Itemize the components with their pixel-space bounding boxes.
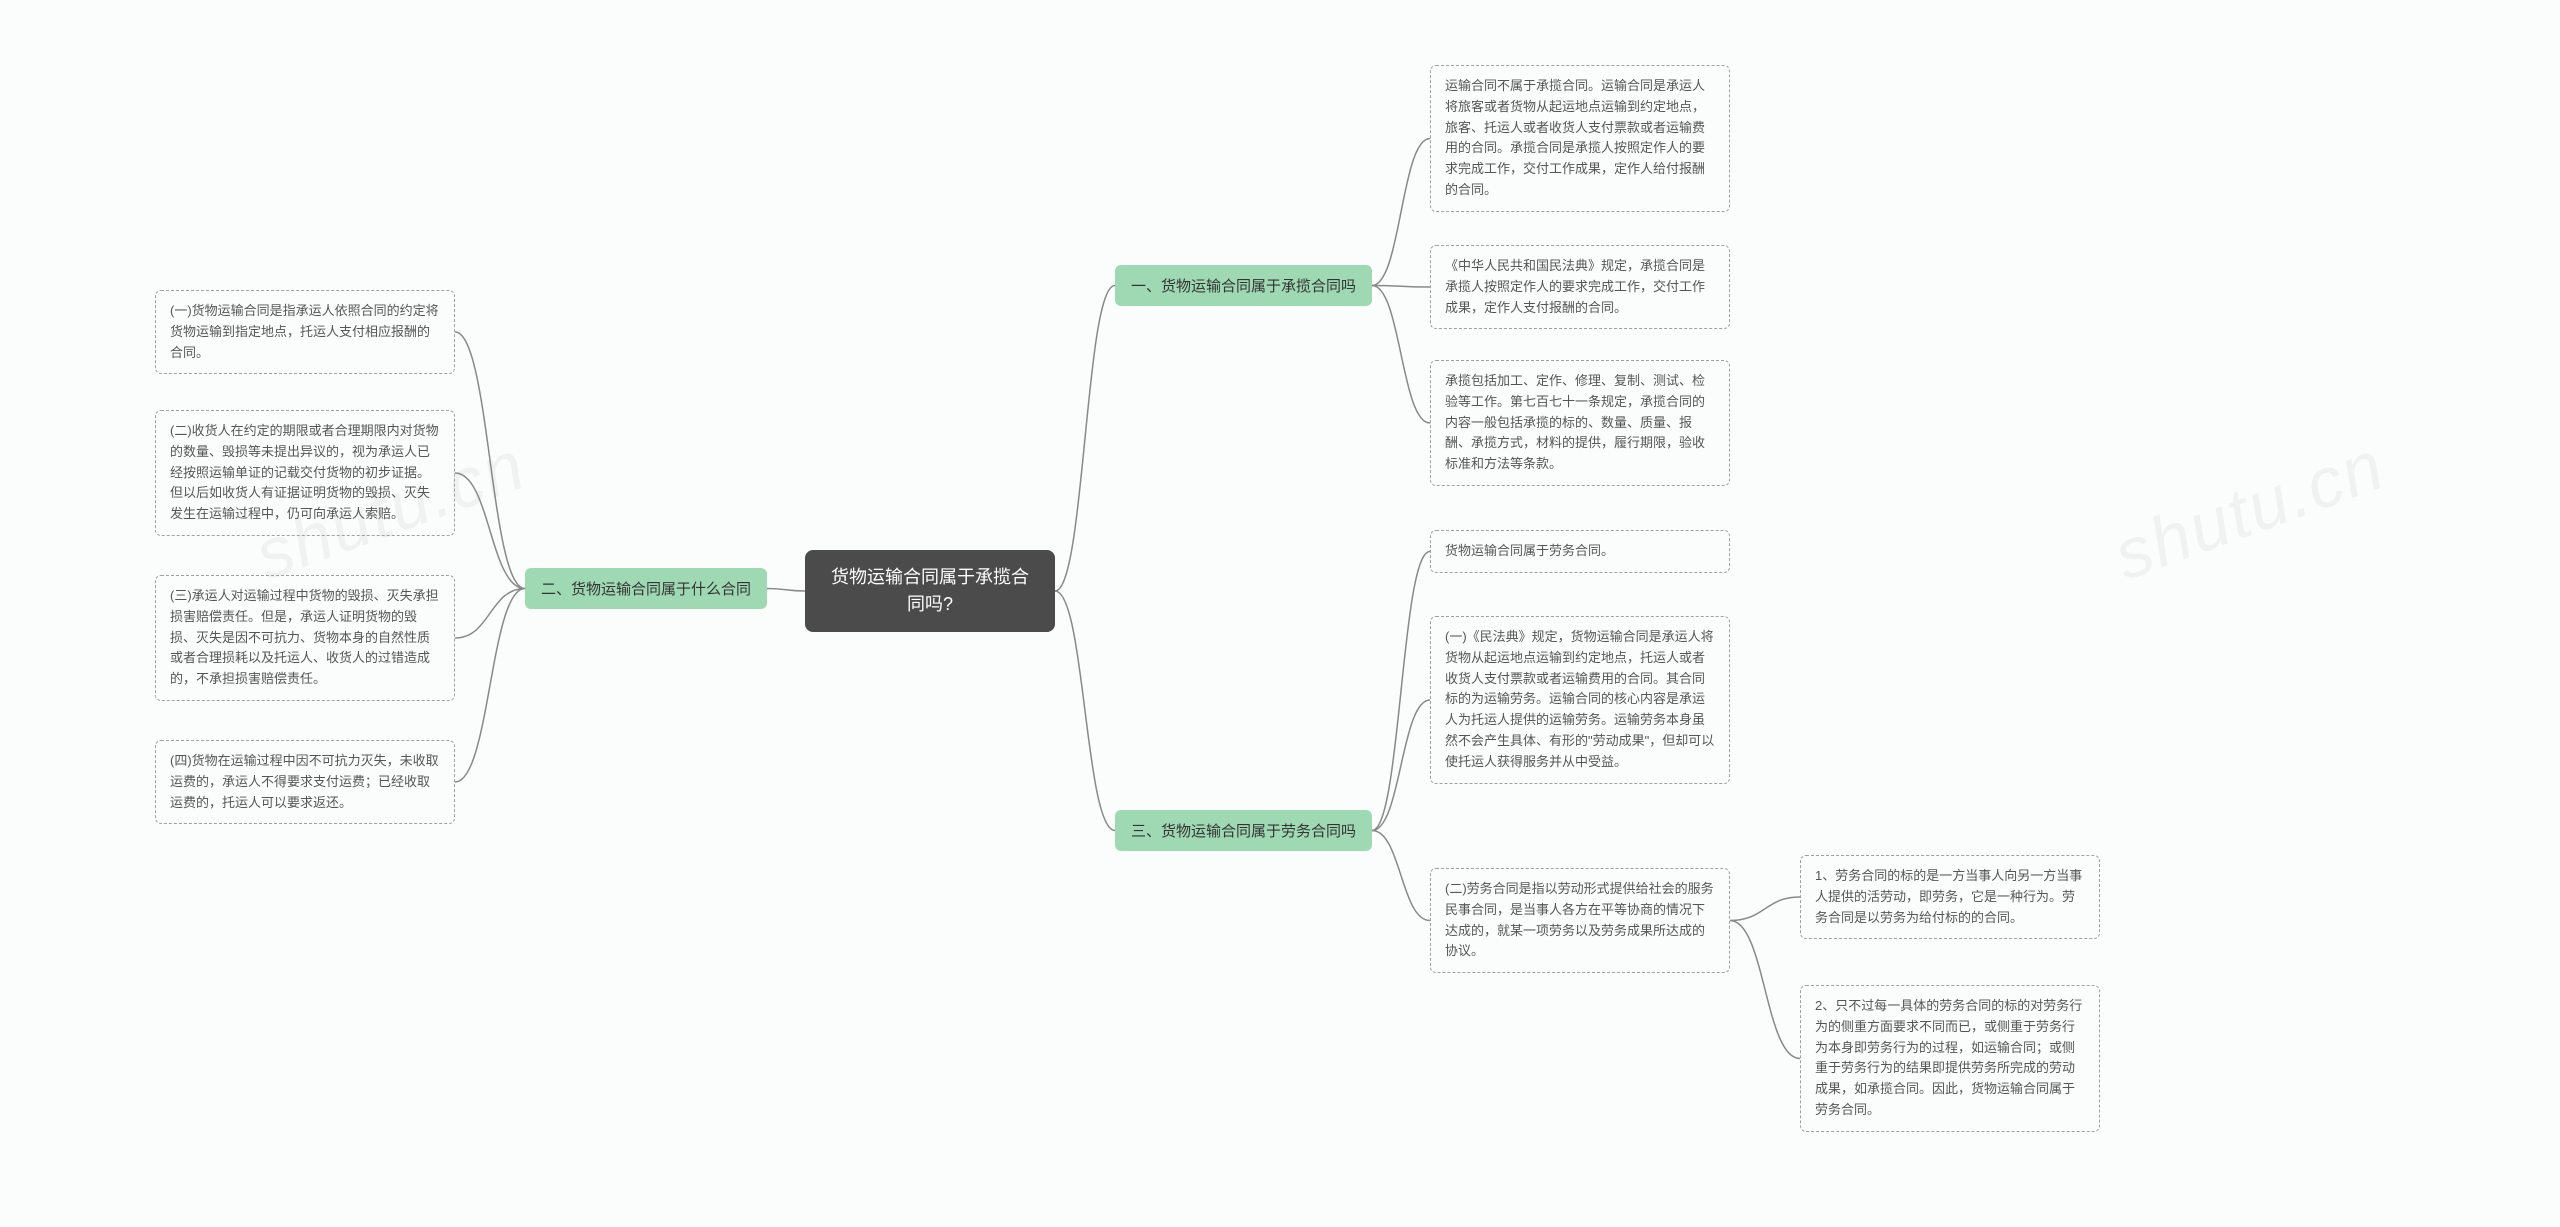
branch1: 一、货物运输合同属于承揽合同吗 (1115, 265, 1372, 306)
root-node: 货物运输合同属于承揽合同吗? (805, 550, 1055, 632)
leaf-branch2-3: (一)货物运输合同是指承运人依照合同的约定将货物运输到指定地点，托运人支付相应报… (155, 290, 455, 374)
branch3: 三、货物运输合同属于劳务合同吗 (1115, 810, 1372, 851)
leaf-branch2-6: (四)货物在运输过程中因不可抗力灭失，未收取运费的，承运人不得要求支付运费；已经… (155, 740, 455, 824)
leaf-branch1-2: 承揽包括加工、定作、修理、复制、测试、检验等工作。第七百七十一条规定，承揽合同的… (1430, 360, 1730, 486)
leaf-branch3-7: 货物运输合同属于劳务合同。 (1430, 530, 1730, 573)
branch2: 二、货物运输合同属于什么合同 (525, 568, 767, 609)
subleaf-1: 2、只不过每一具体的劳务合同的标的对劳务行为的侧重方面要求不同而已，或侧重于劳务… (1800, 985, 2100, 1132)
leaf-branch2-5: (三)承运人对运输过程中货物的毁损、灭失承担损害赔偿责任。但是，承运人证明货物的… (155, 575, 455, 701)
subleaf-0: 1、劳务合同的标的是一方当事人向另一方当事人提供的活劳动，即劳务，它是一种行为。… (1800, 855, 2100, 939)
leaf-branch1-1: 《中华人民共和国民法典》规定，承揽合同是承揽人按照定作人的要求完成工作，交付工作… (1430, 245, 1730, 329)
leaf-branch3-9: (二)劳务合同是指以劳动形式提供给社会的服务民事合同，是当事人各方在平等协商的情… (1430, 868, 1730, 973)
leaf-branch2-4: (二)收货人在约定的期限或者合理期限内对货物的数量、毁损等未提出异议的，视为承运… (155, 410, 455, 536)
leaf-branch3-8: (一)《民法典》规定，货物运输合同是承运人将货物从起运地点运输到约定地点，托运人… (1430, 616, 1730, 784)
leaf-branch1-0: 运输合同不属于承揽合同。运输合同是承运人将旅客或者货物从起运地点运输到约定地点，… (1430, 65, 1730, 212)
